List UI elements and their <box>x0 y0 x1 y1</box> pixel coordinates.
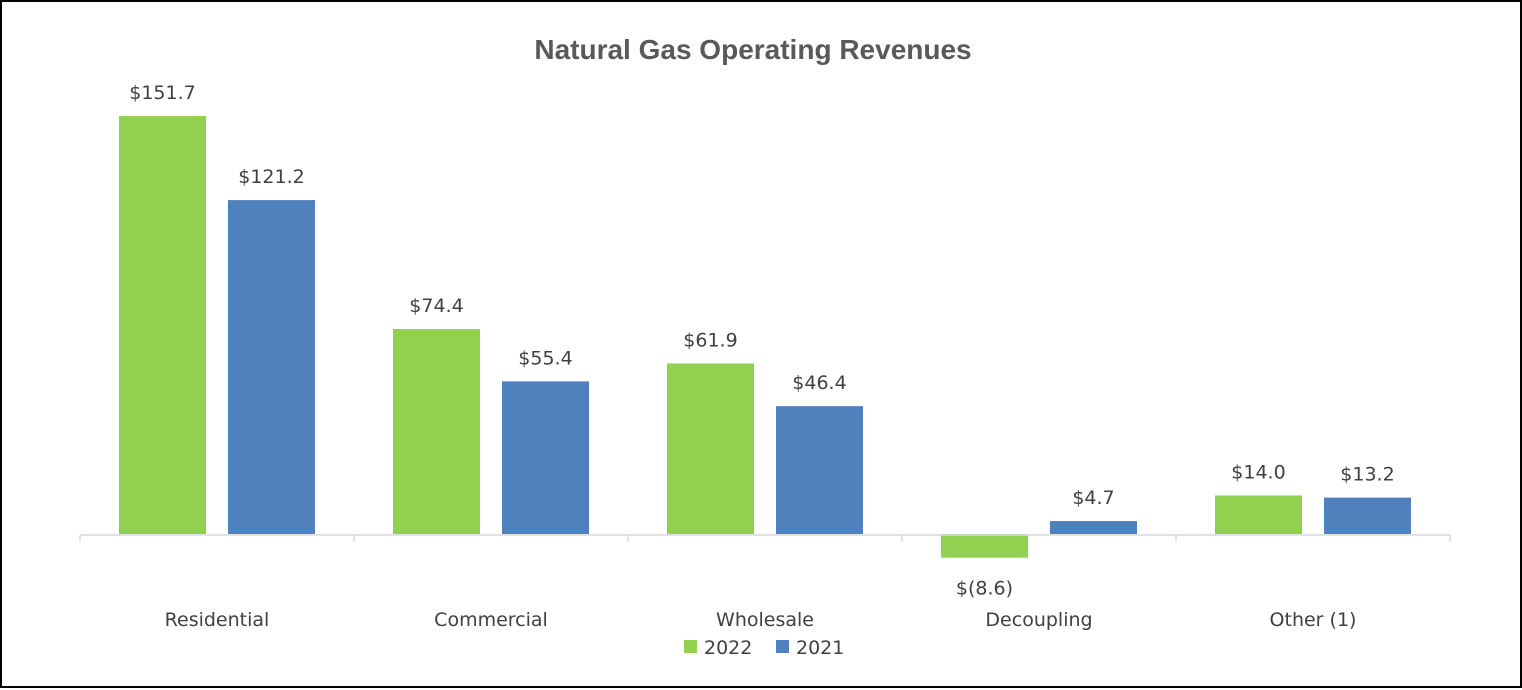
legend-swatch-2021 <box>776 640 789 653</box>
bar-2021-0 <box>228 200 315 534</box>
bar-2022-4 <box>1215 495 1302 534</box>
data-label-2021-0: $121.2 <box>238 166 304 188</box>
category-label-2: Wholesale <box>716 609 814 631</box>
bar-2022-1 <box>393 329 480 534</box>
x-axis <box>79 534 1451 542</box>
bar-2022-3 <box>941 534 1028 558</box>
data-label-2021-4: $13.2 <box>1340 464 1394 486</box>
category-label-3: Decoupling <box>985 609 1092 631</box>
category-label-0: Residential <box>165 609 270 631</box>
data-label-2022-4: $14.0 <box>1231 461 1285 483</box>
bar-2021-1 <box>502 381 589 534</box>
bar-2022-2 <box>667 363 754 534</box>
bar-2022-0 <box>119 116 206 534</box>
bar-2021-4 <box>1324 497 1411 534</box>
data-label-2022-3: $(8.6) <box>956 578 1013 600</box>
legend: 2022 2021 <box>684 637 844 659</box>
bars-layer <box>119 116 1411 558</box>
bar-2021-2 <box>776 406 863 534</box>
data-label-2021-1: $55.4 <box>518 347 572 369</box>
data-label-2022-2: $61.9 <box>683 329 737 351</box>
category-label-1: Commercial <box>434 609 548 631</box>
data-label-2021-3: $4.7 <box>1072 487 1114 509</box>
chart-title: Natural Gas Operating Revenues <box>534 34 971 65</box>
data-label-2021-2: $46.4 <box>792 372 846 394</box>
bar-2021-3 <box>1050 521 1137 534</box>
data-label-2022-0: $151.7 <box>129 82 195 104</box>
data-labels-layer: $151.7 $121.2 $74.4 $55.4 $61.9 $46.4 $(8.6) $4… <box>129 82 1394 600</box>
legend-label-2021: 2021 <box>796 637 844 659</box>
legend-swatch-2022 <box>684 640 697 653</box>
category-labels: Residential Commercial Wholesale Decoupling… <box>165 609 1357 631</box>
category-label-4: Other (1) <box>1270 609 1357 631</box>
data-label-2022-1: $74.4 <box>409 295 463 317</box>
legend-label-2022: 2022 <box>704 637 752 659</box>
